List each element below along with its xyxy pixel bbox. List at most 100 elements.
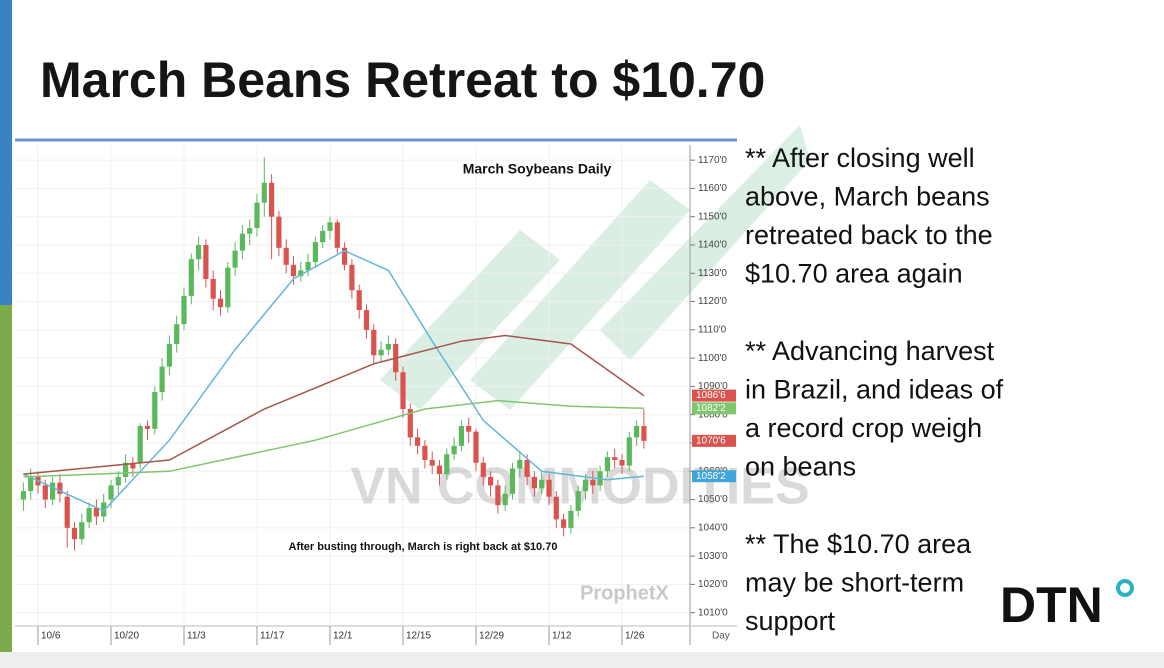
candle-body	[334, 222, 340, 248]
price-tag	[692, 402, 736, 415]
y-tick-label: 1170'0	[698, 155, 727, 166]
slide-title: March Beans Retreat to $10.70	[40, 52, 765, 108]
price-tag	[692, 434, 736, 447]
candle-body	[130, 462, 136, 469]
moving-average	[23, 399, 644, 478]
moving-average	[23, 334, 645, 475]
candle-body	[298, 270, 304, 277]
candle-body	[261, 182, 267, 203]
x-tick-label: 10/6	[41, 631, 61, 642]
x-tick-label: 1/12	[552, 631, 572, 642]
y-tick-label: 1150'0	[698, 211, 727, 222]
candle-body	[531, 476, 537, 489]
x-tick-label: 11/3	[187, 631, 206, 642]
candle-body	[269, 182, 275, 217]
candle-body	[188, 259, 194, 296]
x-tick-label: 12/15	[406, 631, 431, 642]
y-tick-label: 1040'0	[698, 522, 728, 533]
candle-body	[415, 437, 421, 446]
candle-body	[247, 228, 253, 234]
candle-body	[561, 519, 567, 528]
y-tick-label: 1090'0	[698, 381, 728, 392]
bullet-line: in Brazil, and ideas of	[745, 375, 1004, 405]
candle-body	[458, 426, 464, 446]
bullets: ** After closing well above, March beans r…	[745, 143, 1004, 636]
candle-body	[612, 457, 618, 460]
candle-body	[232, 250, 238, 268]
plot: 1010'01020'01030'01040'01050'01060'01070…	[15, 145, 810, 645]
price-tag	[692, 470, 736, 483]
candle-body	[305, 261, 311, 271]
candle-body	[641, 426, 647, 441]
candle-body	[546, 479, 552, 497]
candle-body	[429, 459, 435, 466]
x-tick-label: 1/26	[625, 631, 645, 642]
candle-body	[276, 216, 282, 248]
bullet-line: may be short-term	[745, 568, 964, 598]
candle-body	[539, 479, 545, 489]
candle-body	[174, 324, 180, 344]
candle-body	[64, 496, 70, 528]
bullet-line: ** Advancing harvest	[745, 336, 995, 366]
candle-body	[378, 349, 384, 356]
candle-body	[254, 202, 260, 229]
candle-body	[436, 465, 443, 475]
candle-body	[20, 491, 26, 500]
price-tag-label: 1086'6	[696, 390, 726, 401]
candle-body	[50, 482, 56, 500]
x-tick-label: 10/20	[114, 631, 139, 642]
candle-body	[407, 409, 413, 438]
logo: DTN	[1000, 577, 1103, 633]
candle-body	[342, 247, 348, 265]
candle-body	[524, 459, 530, 477]
y-tick-label: 1010'0	[698, 607, 728, 618]
candle-body	[509, 468, 516, 494]
candle-body	[371, 329, 377, 356]
candle-body	[312, 242, 318, 262]
candle-body	[144, 426, 151, 429]
price-tag-label: 1082'2	[696, 403, 726, 414]
candle-body	[363, 310, 370, 330]
candle-body	[137, 426, 143, 463]
candle-body	[86, 508, 92, 523]
bottom-strip	[0, 652, 1164, 668]
candle-body	[553, 496, 559, 520]
chart-title: March Soybeans Daily	[463, 161, 612, 177]
candle-body	[349, 264, 355, 291]
accent-bar-green	[0, 305, 12, 655]
candle-body	[590, 479, 596, 486]
y-tick-label: 1120'0	[698, 296, 727, 307]
bullet-line: a record crop weigh	[745, 413, 982, 443]
price-tag-label: 1058'2	[696, 471, 726, 482]
candle-body	[626, 437, 632, 466]
candle-body	[239, 233, 245, 251]
candle-body	[473, 431, 479, 463]
y-tick-label: 1160'0	[698, 183, 727, 194]
candle-body	[28, 476, 34, 492]
price-tag	[692, 389, 736, 402]
candle-body	[451, 445, 457, 455]
candle-body	[320, 230, 326, 243]
candle-body	[568, 510, 574, 528]
candle-body	[225, 267, 231, 308]
candle-body	[210, 278, 216, 299]
x-tick-label: 11/17	[260, 631, 285, 642]
x-tick-label: 12/29	[479, 631, 504, 642]
y-tick-label: 1100'0	[698, 353, 727, 364]
annotation: After busting through, March is right ba…	[289, 541, 558, 553]
candle-body	[159, 366, 165, 393]
candle-body	[181, 295, 187, 325]
moving-average	[23, 249, 644, 512]
candle-body	[196, 244, 202, 260]
candle-body	[422, 445, 428, 460]
candle-body	[203, 244, 209, 279]
candle-body	[619, 459, 625, 466]
candle-body	[71, 527, 78, 540]
bullet-line: support	[745, 606, 836, 636]
candle-body	[101, 502, 107, 517]
bullet-line: ** The $10.70 area	[745, 529, 972, 559]
bullet-line: retreated back to the	[745, 220, 993, 250]
y-tick-label: 1080'0	[698, 409, 728, 420]
